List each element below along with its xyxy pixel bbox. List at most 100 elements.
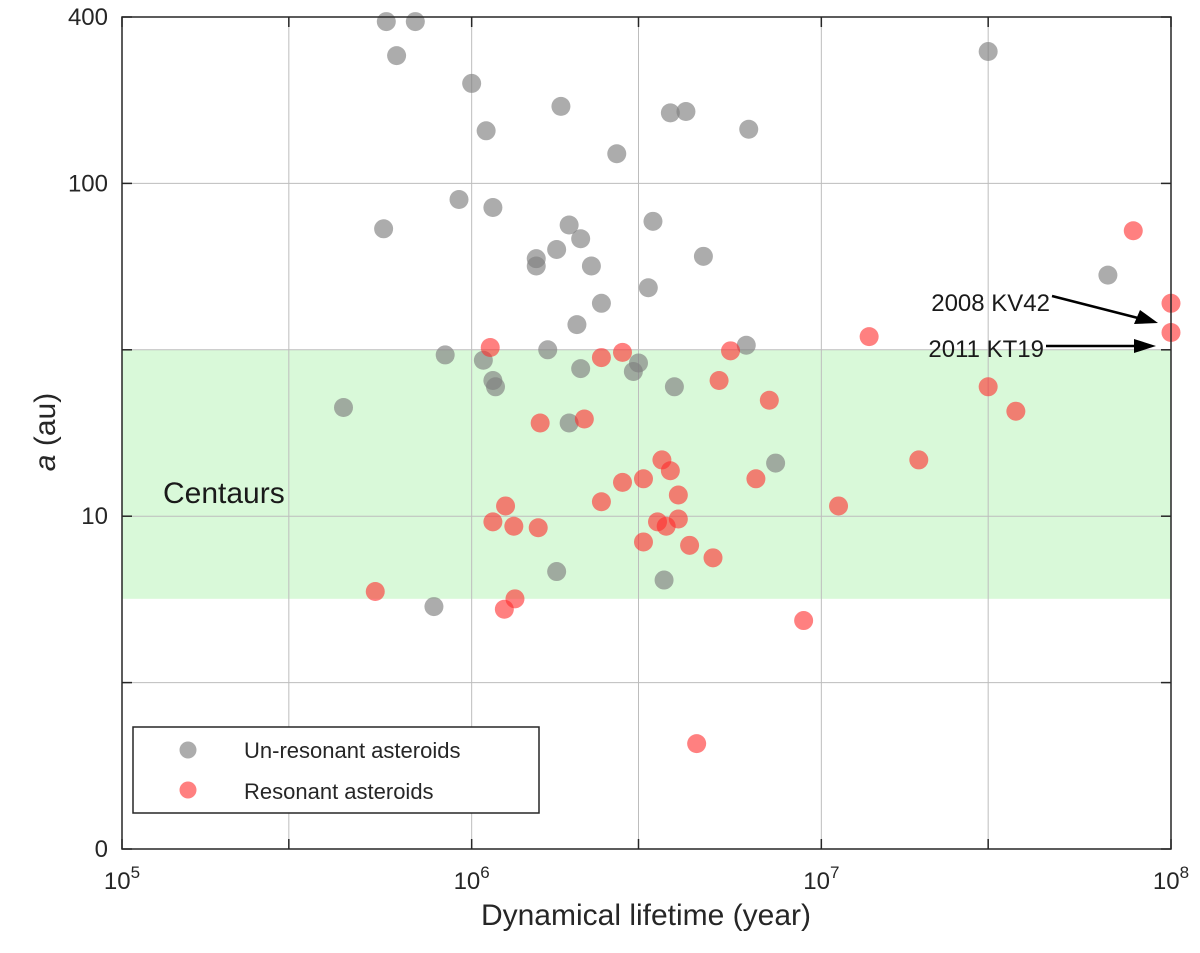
resonant-point [1006, 401, 1026, 421]
region-label: Centaurs [163, 477, 285, 510]
resonant-point [530, 413, 550, 433]
annotation-2011-kt19: 2011 KT19 [928, 336, 1156, 363]
unresonant-point [559, 413, 579, 433]
y-tick-label: 100 [68, 170, 108, 197]
x-tick-base: 10 [104, 868, 131, 895]
unresonant-point [676, 102, 696, 122]
resonant-point [703, 548, 723, 568]
y-tick-label: 0 [95, 836, 108, 863]
unresonant-point [660, 103, 680, 123]
resonant-point [613, 342, 633, 362]
resonant-point [709, 370, 729, 390]
data-points [334, 12, 1181, 754]
resonant-point [680, 535, 700, 555]
unresonant-point [664, 377, 684, 397]
x-tick-base: 10 [454, 868, 481, 895]
unresonant-point [435, 345, 455, 365]
x-tick-base: 10 [1153, 868, 1180, 895]
x-tick-label: 105 [104, 863, 140, 895]
resonant-point [365, 581, 385, 601]
unresonant-point [559, 215, 579, 235]
resonant-point [1123, 221, 1143, 241]
arrow-head-icon [1134, 310, 1158, 324]
unresonant-point [526, 256, 546, 276]
unresonant-point [405, 12, 425, 32]
resonant-point [687, 734, 707, 754]
resonant-point [759, 390, 779, 410]
unresonant-point [736, 335, 756, 355]
resonant-point [496, 496, 516, 516]
y-tick-label: 10 [81, 503, 108, 530]
annotation-label: 2011 KT19 [928, 336, 1044, 363]
resonant-point [494, 599, 514, 619]
unresonant-point [374, 219, 394, 239]
resonant-point [633, 469, 653, 489]
resonant-point [528, 518, 548, 538]
unresonant-point [643, 211, 663, 231]
legend-label-resonant: Resonant asteroids [244, 779, 434, 804]
x-tick-exponent: 6 [480, 863, 489, 882]
unresonant-point [693, 246, 713, 266]
resonant-point [859, 327, 879, 347]
legend-box [132, 726, 540, 814]
unresonant-point [571, 229, 591, 249]
legend: Un-resonant asteroids Resonant asteroids [132, 726, 540, 814]
resonant-point [574, 409, 594, 429]
unresonant-point [449, 190, 469, 210]
x-axis-title: Dynamical lifetime (year) [481, 899, 811, 932]
resonant-point [633, 532, 653, 552]
unresonant-point [424, 597, 444, 617]
unresonant-point [483, 197, 503, 217]
x-tick-label: 106 [454, 863, 490, 895]
unresonant-point [571, 359, 591, 379]
unresonant-point [486, 377, 506, 397]
unresonant-point [547, 562, 567, 582]
y-tick-label: 400 [68, 4, 108, 31]
resonant-point [794, 611, 814, 631]
resonant-point [613, 472, 633, 492]
resonant-point [660, 461, 680, 481]
legend-label-unresonant: Un-resonant asteroids [244, 738, 460, 763]
x-tick-label: 108 [1153, 863, 1189, 895]
unresonant-point [547, 239, 567, 259]
unresonant-point [739, 119, 759, 139]
unresonant-point [476, 121, 496, 141]
series-resonant [365, 221, 1181, 754]
unresonant-point [978, 42, 998, 62]
resonant-point [909, 450, 929, 470]
plot-frame [121, 16, 1172, 850]
resonant-point [591, 348, 611, 368]
unresonant-point [538, 340, 558, 360]
annotation-arrow-shaft [1051, 294, 1139, 320]
annotation-2008-kv42: 2008 KV42 [931, 290, 1158, 324]
unresonant-point [376, 12, 396, 32]
resonant-point [721, 341, 741, 361]
arrow-head-icon [1134, 339, 1156, 353]
y-axis-unit: (au) [29, 393, 62, 455]
unresonant-point [654, 570, 674, 590]
unresonant-point [766, 453, 786, 473]
unresonant-point [387, 46, 407, 66]
unresonant-point [581, 256, 601, 276]
x-tick-exponent: 5 [131, 863, 140, 882]
annotation-label: 2008 KV42 [931, 290, 1050, 317]
unresonant-point [334, 397, 354, 417]
resonant-point [978, 377, 998, 397]
x-tick-exponent: 8 [1180, 863, 1189, 882]
x-tick-exponent: 7 [830, 863, 839, 882]
resonant-point [480, 338, 500, 358]
series-unresonant [334, 12, 1118, 617]
unresonant-point [607, 144, 627, 164]
legend-marker-resonant [179, 781, 197, 799]
unresonant-point [551, 96, 571, 116]
resonant-point [829, 496, 849, 516]
unresonant-point [1098, 265, 1118, 285]
resonant-point [504, 516, 524, 536]
x-tick-base: 10 [803, 868, 830, 895]
unresonant-point [567, 315, 587, 335]
legend-marker-unresonant [179, 741, 197, 759]
x-tick-label: 107 [803, 863, 839, 895]
unresonant-point [462, 73, 482, 93]
